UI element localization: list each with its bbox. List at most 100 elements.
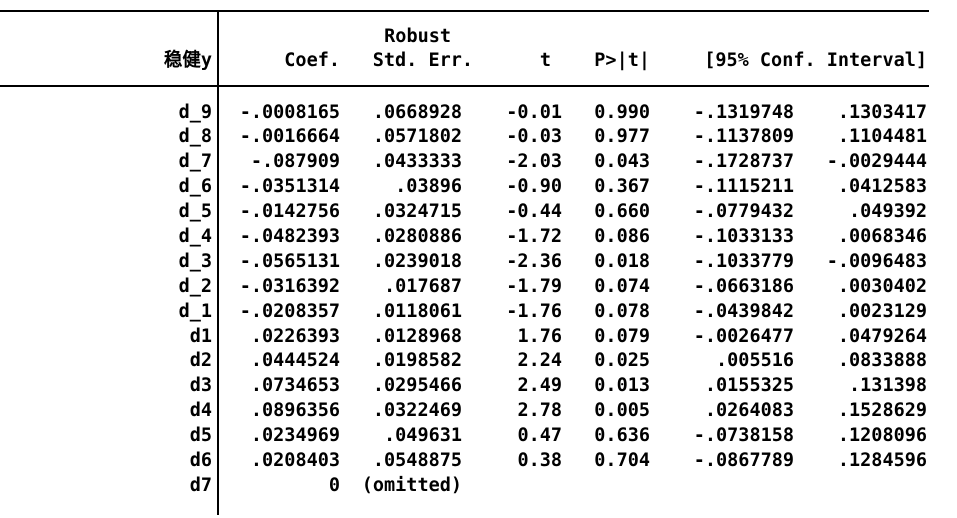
cell-std-err: .0198582 [372,350,462,372]
cell-ci-high: .1528629 [837,400,927,422]
cell-coef: -.0482393 [239,225,340,247]
cell-p: 0.079 [594,325,650,347]
cell-t: -1.76 [506,300,562,322]
table-row: d7 0 (omitted) [0,474,929,499]
cell-t: -0.01 [506,101,562,123]
header-separator-rule [0,85,929,87]
cell-std-err: .0295466 [372,375,462,397]
cell-ci-low: -.0439842 [693,300,794,322]
table-row: d_7 -.087909 .0433333 -2.03 0.043 -.1728737 -.… [0,150,929,175]
cell-ci-high: -.0096483 [826,250,927,272]
cell-ci-high: .131398 [849,375,927,397]
cell-p: 0.013 [594,375,650,397]
cell-var: d_4 [178,225,212,247]
cell-ci-low: -.1319748 [693,101,794,123]
cell-coef: -.0351314 [239,176,340,198]
cell-ci-low [650,474,794,499]
cell-std-err: .0324715 [372,201,462,223]
depvar-label: 稳健y [163,50,212,72]
cell-ci-high: .1303417 [837,101,927,123]
cell-ci-low: -.1115211 [693,176,794,198]
cell-ci-high: .1104481 [837,126,927,148]
header-t: t [539,50,551,72]
cell-coef: -.0008165 [239,101,340,123]
cell-coef: .0234969 [250,425,340,447]
cell-var: d_2 [178,275,212,297]
cell-std-err: .0280886 [372,225,462,247]
cell-ci-high: .0479264 [837,325,927,347]
table-row: d6 .0208403 .0548875 0.38 0.704 -.0867789 .128… [0,449,929,474]
cell-t: -2.36 [506,250,562,272]
cell-std-err: .0433333 [372,151,462,173]
cell-t: 2.78 [517,400,562,422]
cell-ci-high: .0833888 [837,350,927,372]
cell-ci-high: -.0029444 [826,151,927,173]
cell-t: -1.79 [506,275,562,297]
cell-t: -0.44 [506,201,562,223]
cell-t: -1.72 [506,225,562,247]
cell-ci-low: .0264083 [704,400,794,422]
table-row: d4 .0896356 .0322469 2.78 0.005 .0264083 .1528… [0,399,929,424]
cell-t: -0.90 [506,176,562,198]
cell-ci-high: .0412583 [837,176,927,198]
cell-ci-high: .1284596 [837,449,927,471]
header-std-err: Std. Err. [372,50,473,72]
cell-ci-high: .1208096 [837,425,927,447]
cell-coef: .0226393 [250,325,340,347]
cell-coef: .0734653 [250,375,340,397]
cell-p: 0.074 [594,275,650,297]
header-coef: Coef. [284,50,340,72]
cell-var: d6 [189,449,212,471]
cell-ci-high: .0023129 [837,300,927,322]
table-row: d_5 -.0142756 .0324715 -0.44 0.660 -.0779432.… [0,200,929,225]
cell-var: d_9 [178,101,212,123]
table-row: d1 .0226393 .0128968 1.76 0.079 -.0026477 .047… [0,325,929,350]
cell-p: 0.990 [594,101,650,123]
cell-t: 2.24 [517,350,562,372]
table-row: d3 .0734653 .0295466 2.49 0.013 .0155325 .1313… [0,374,929,399]
cell-coef: -.0316392 [239,275,340,297]
table-top-rule [0,10,929,12]
cell-p: 0.704 [594,449,650,471]
table-row: d_9 -.0008165 .0668928 -0.01 0.990 -.1319748.… [0,101,929,126]
cell-t: 1.76 [517,325,562,347]
cell-ci-low: -.0779432 [693,201,794,223]
cell-p: 0.018 [594,250,650,272]
cell-std-err: .049631 [384,425,462,447]
cell-p: 0.660 [594,201,650,223]
cell-var: d_1 [178,300,212,322]
cell-var: d2 [189,350,212,372]
cell-coef: -.0208357 [239,300,340,322]
cell-ci-high [794,474,927,499]
cell-p [562,474,650,499]
header-columns-row: 稳健y Coef. Std. Err. t P>|t| [95% Conf. I… [0,49,929,74]
cell-std-err: .0118061 [372,300,462,322]
table-row: d_3 -.0565131 .0239018 -2.36 0.018 -.1033779 -… [0,250,929,275]
cell-p: 0.636 [594,425,650,447]
cell-coef: -.087909 [250,151,340,173]
header-robust-label: Robust [384,25,451,47]
cell-var: d7 [189,474,212,496]
cell-p: 0.043 [594,151,650,173]
cell-coef: .0896356 [250,400,340,422]
header-robust-row: Robust [0,25,929,50]
cell-ci-high: .049392 [849,201,927,223]
cell-std-err: .017687 [384,275,462,297]
cell-var: d_3 [178,250,212,272]
cell-ci-low: -.1033779 [693,250,794,272]
cell-t: 0.38 [517,449,562,471]
cell-var: d_5 [178,201,212,223]
cell-coef: .0444524 [250,350,340,372]
table-header: Robust 稳健y Coef. Std. Err. t P>|t| [95% … [0,25,929,75]
cell-ci-low: -.1728737 [693,151,794,173]
cell-std-err: .0571802 [372,126,462,148]
cell-ci-low: -.1137809 [693,126,794,148]
header-conf-interval: [95% Conf. Interval] [704,50,927,72]
cell-p: 0.005 [594,400,650,422]
table-row: d_1 -.0208357 .0118061 -1.76 0.078 -.0439842.… [0,300,929,325]
cell-ci-low: -.0867789 [693,449,794,471]
cell-p: 0.977 [594,126,650,148]
cell-std-err: .0668928 [372,101,462,123]
table-row: d5 .0234969 .049631 0.47 0.636 -.0738158 .1208… [0,424,929,449]
